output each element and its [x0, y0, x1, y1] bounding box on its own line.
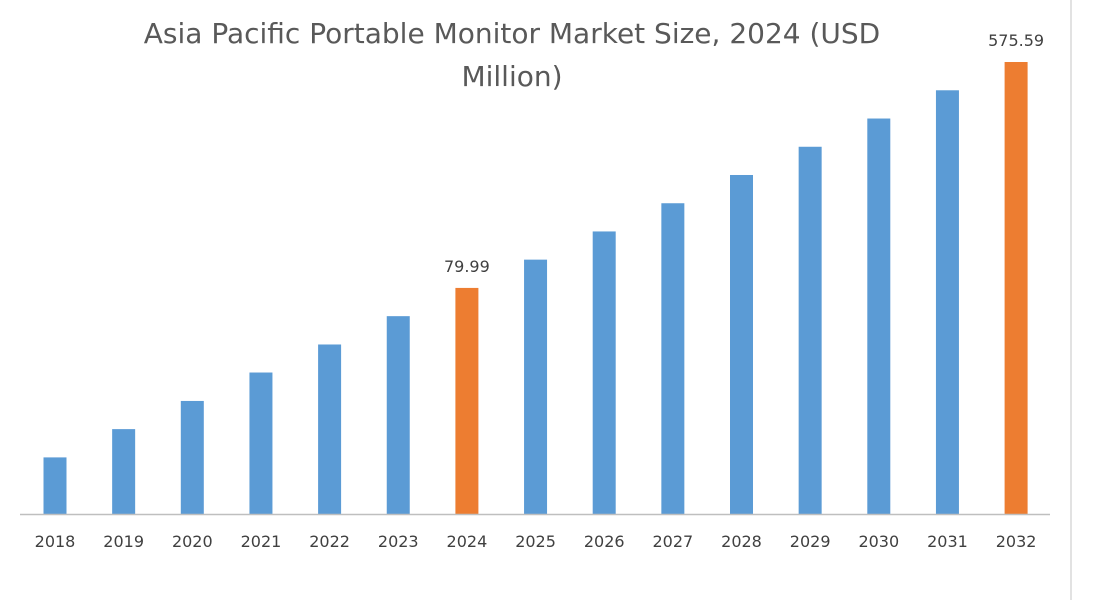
bar-2026: [592, 231, 616, 515]
bar-2020: [180, 400, 204, 514]
x-tick-label-2022: 2022: [309, 532, 350, 551]
x-tick-label-2027: 2027: [652, 532, 693, 551]
x-tick-label-2032: 2032: [996, 532, 1037, 551]
chart-title-line-1: Asia Pacific Portable Monitor Market Siz…: [144, 17, 881, 50]
bar-2029: [798, 146, 822, 514]
bar-2023: [386, 316, 410, 514]
bar-2025: [524, 259, 548, 514]
bar-2024: [455, 287, 479, 514]
x-tick-label-2021: 2021: [241, 532, 282, 551]
x-tick-label-2030: 2030: [858, 532, 899, 551]
x-tick-label-2031: 2031: [927, 532, 968, 551]
x-tick-label-2023: 2023: [378, 532, 419, 551]
x-tick-label-2025: 2025: [515, 532, 556, 551]
x-tick-label-2020: 2020: [172, 532, 213, 551]
chart-title-line-2: Million): [461, 60, 562, 93]
bar-2032: [1004, 62, 1028, 514]
bar-2028: [730, 174, 753, 514]
bar-2018: [43, 457, 67, 514]
x-tick-label-2018: 2018: [35, 532, 76, 551]
x-tick-label-2028: 2028: [721, 532, 762, 551]
bar-2022: [318, 344, 342, 514]
x-tick-label-2019: 2019: [103, 532, 144, 551]
x-tick-label-2029: 2029: [790, 532, 831, 551]
bar-2019: [112, 429, 136, 514]
bar-2031: [935, 90, 959, 514]
x-tick-label-2024: 2024: [447, 532, 488, 551]
bar-2027: [661, 203, 685, 514]
bar-2030: [867, 118, 891, 514]
bar-2021: [249, 372, 273, 514]
data-label-2024: 79.99: [444, 257, 490, 276]
x-tick-label-2026: 2026: [584, 532, 625, 551]
data-label-2032: 575.59: [988, 31, 1044, 50]
